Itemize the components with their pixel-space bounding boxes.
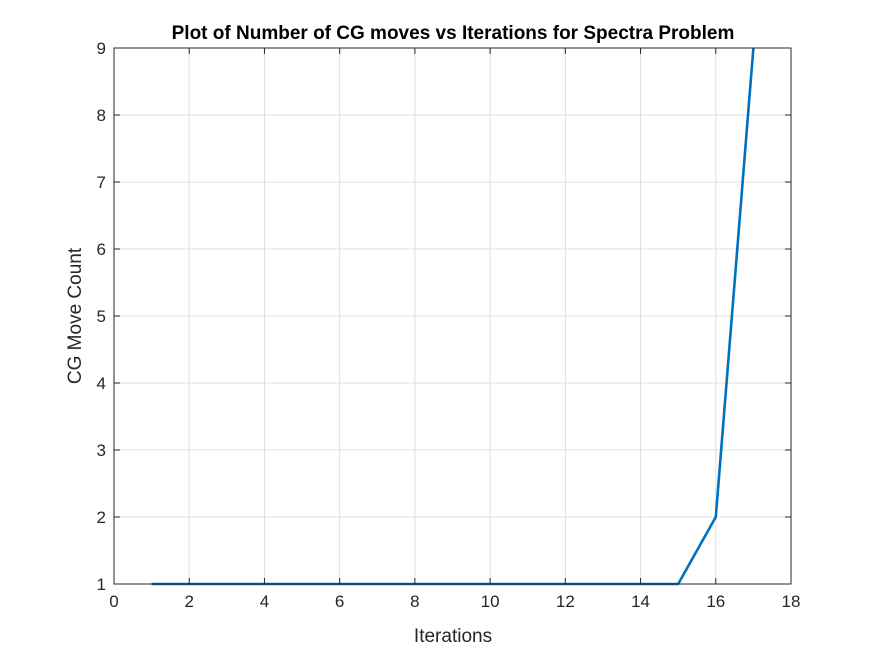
grid: [114, 48, 791, 584]
x-tick-label: 14: [631, 592, 650, 611]
y-axis-label: CG Move Count: [65, 247, 86, 384]
y-tick-label: 4: [97, 374, 106, 393]
x-axis-label: Iterations: [414, 626, 492, 647]
x-tick-label: 12: [556, 592, 575, 611]
x-tick-label: 0: [109, 592, 118, 611]
y-tick-label: 9: [97, 39, 106, 58]
y-tick-label: 2: [97, 508, 106, 527]
x-tick-label: 6: [335, 592, 344, 611]
x-tick-label: 2: [184, 592, 193, 611]
x-tick-label: 10: [481, 592, 500, 611]
y-tick-label: 8: [97, 106, 106, 125]
x-tick-label: 4: [260, 592, 269, 611]
y-tick-label: 5: [97, 307, 106, 326]
y-tick-label: 6: [97, 240, 106, 259]
chart-title: Plot of Number of CG moves vs Iterations…: [172, 23, 735, 44]
ticks: [113, 47, 792, 585]
y-tick-label: 3: [97, 441, 106, 460]
y-tick-label: 7: [97, 173, 106, 192]
y-tick-label: 1: [97, 575, 106, 594]
x-tick-label: 16: [706, 592, 725, 611]
x-tick-label: 18: [782, 592, 801, 611]
x-tick-label: 8: [410, 592, 419, 611]
